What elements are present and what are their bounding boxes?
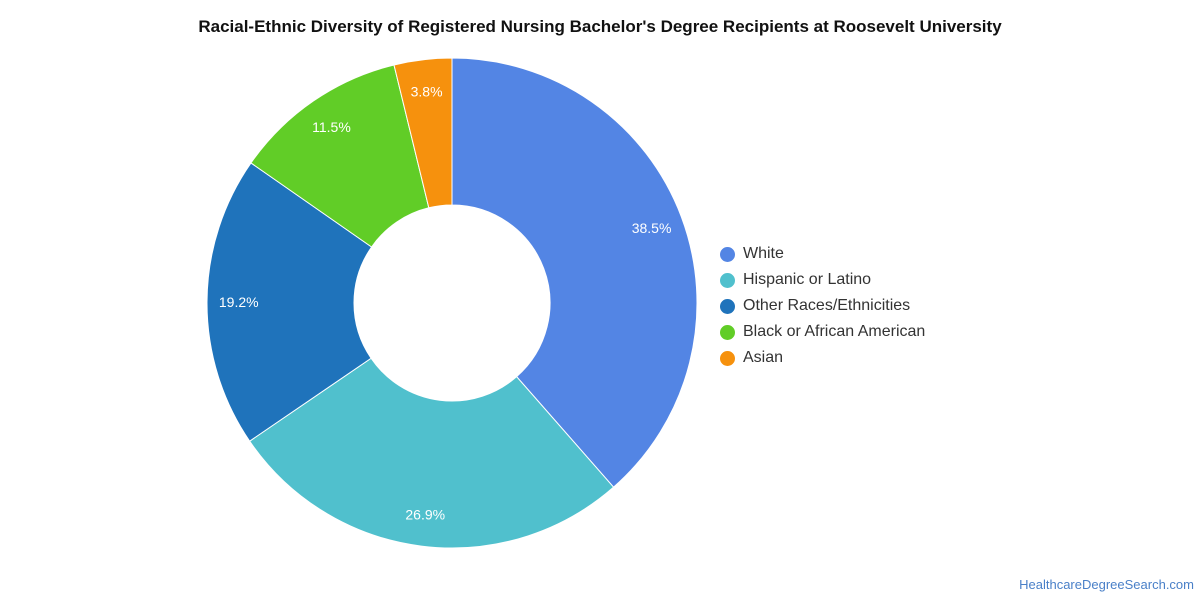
legend-item-hispanic-or-latino[interactable]: Hispanic or Latino	[720, 267, 925, 293]
legend-item-other-races[interactable]: Other Races/Ethnicities	[720, 293, 925, 319]
legend-label-black-or-african-american: Black or African American	[743, 323, 926, 340]
slice-white[interactable]	[451, 57, 698, 488]
slice-label-white: 38.5%	[632, 220, 672, 236]
slice-other-races-ethnicities[interactable]	[206, 162, 373, 442]
legend-swatch-black-or-african-american	[720, 324, 735, 340]
slice-black-or-african-american[interactable]	[250, 64, 430, 248]
legend-item-white[interactable]: White	[720, 241, 925, 267]
legend-swatch-white	[720, 246, 735, 262]
slice-label-black-or-african-american: 11.5%	[312, 119, 351, 135]
legend-label-hispanic-or-latino: Hispanic or Latino	[743, 271, 872, 288]
chart-legend: White Hispanic or Latino Other Races/Eth…	[720, 241, 925, 371]
slice-label-asian: 3.8%	[411, 83, 443, 99]
legend-swatch-hispanic-or-latino	[720, 272, 735, 288]
chart-title: Racial-Ethnic Diversity of Registered Nu…	[198, 17, 1002, 36]
legend-swatch-other-races	[720, 298, 735, 314]
legend-item-asian[interactable]: Asian	[720, 345, 925, 371]
legend-label-asian: Asian	[743, 349, 784, 366]
slice-label-hispanic-or-latino: 26.9%	[405, 507, 445, 523]
legend-swatch-asian	[720, 350, 735, 366]
source-credit-link[interactable]: HealthcareDegreeSearch.com	[1019, 577, 1194, 592]
legend-item-black-or-african-american[interactable]: Black or African American	[720, 319, 925, 345]
legend-label-other-races: Other Races/Ethnicities	[743, 297, 911, 314]
legend-label-white: White	[743, 245, 784, 262]
slice-hispanic-or-latino[interactable]	[248, 357, 615, 549]
slice-label-other-races-ethnicities: 19.2%	[219, 294, 259, 310]
slice-asian[interactable]	[393, 57, 453, 209]
